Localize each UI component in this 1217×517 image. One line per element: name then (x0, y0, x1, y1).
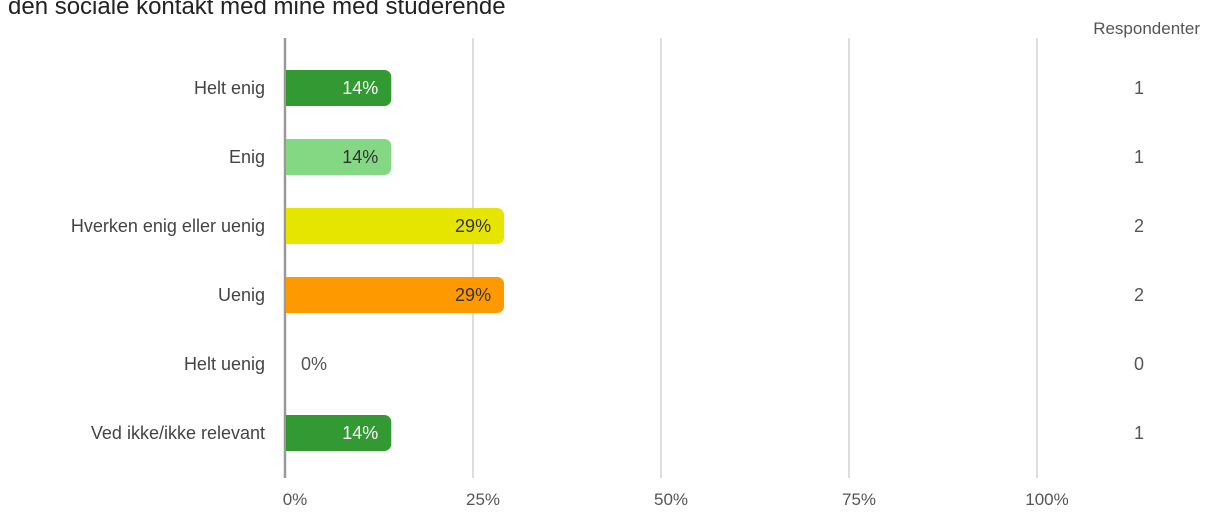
respondent-count: 2 (1134, 285, 1144, 305)
bars (286, 70, 505, 451)
bar (286, 70, 392, 106)
data-label: 14% (342, 423, 378, 443)
category-label: Hverken enig eller uenig (71, 216, 265, 236)
respondent-count: 1 (1134, 78, 1144, 98)
x-tick-label: 50% (654, 490, 688, 509)
category-label: Helt enig (194, 78, 265, 98)
data-label: 29% (455, 285, 491, 305)
bar (286, 415, 392, 451)
category-label: Helt uenig (184, 354, 265, 374)
bar (286, 139, 392, 175)
data-label: 14% (342, 147, 378, 167)
respondent-count: 0 (1134, 354, 1144, 374)
gridlines (283, 38, 1038, 478)
data-label: 14% (342, 78, 378, 98)
respondent-count: 1 (1134, 147, 1144, 167)
data-label: 29% (455, 216, 491, 236)
data-label: 0% (301, 354, 327, 374)
x-tick-label: 25% (466, 490, 500, 509)
x-tick-label: 100% (1025, 490, 1068, 509)
chart-title: den sociale kontakt med mine med studere… (8, 0, 506, 20)
category-label: Ved ikke/ikke relevant (91, 423, 265, 443)
x-tick-label: 0% (283, 490, 308, 509)
respondent-count: 2 (1134, 216, 1144, 236)
bar-left-edge (286, 415, 296, 451)
bar (286, 208, 505, 244)
bar-left-edge (286, 277, 296, 313)
x-tick-label: 75% (842, 490, 876, 509)
bar-left-edge (286, 208, 296, 244)
respondent-count: 1 (1134, 423, 1144, 443)
category-label: Uenig (218, 285, 265, 305)
respondents-header: Respondenter (1093, 19, 1200, 38)
bar-left-edge (286, 70, 296, 106)
bar (286, 277, 505, 313)
category-label: Enig (229, 147, 265, 167)
bar-left-edge (286, 139, 296, 175)
